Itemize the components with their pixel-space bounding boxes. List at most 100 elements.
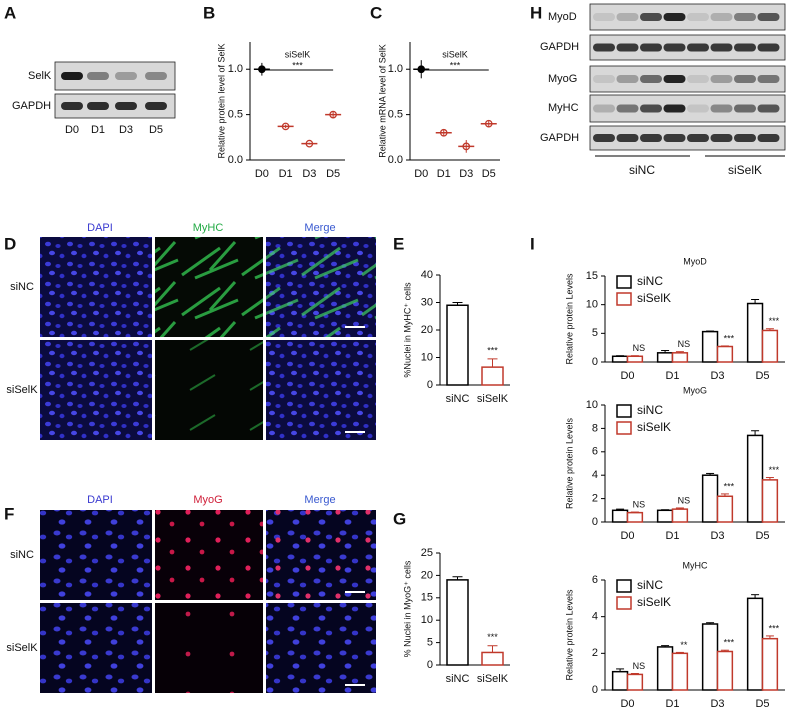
y-tick-label: 6: [592, 446, 598, 458]
x-tick-label: D3: [710, 530, 724, 542]
legend-label: siSelK: [637, 291, 671, 305]
y-axis-label: Relative mRNA level of SelK: [377, 44, 387, 158]
dot: [258, 65, 266, 74]
y-tick-label: 0: [592, 516, 598, 528]
column-label: MyHC: [193, 222, 224, 234]
image: [155, 237, 263, 337]
legend-swatch: [616, 404, 632, 418]
band: [687, 13, 709, 21]
chart-title: MyoG: [683, 385, 707, 395]
annotation: siSelK: [285, 49, 311, 59]
bar: [701, 474, 719, 523]
x-tick-label: D1: [665, 370, 679, 382]
chart-title: MyHC: [683, 560, 708, 570]
image: [266, 237, 376, 337]
bar: [626, 511, 644, 523]
band: [115, 102, 137, 110]
y-tick-label: 5: [427, 637, 433, 649]
bar: [761, 479, 779, 523]
y-axis-label: Relative protein Levels: [564, 273, 574, 365]
legend-swatch: [616, 596, 632, 610]
band: [734, 75, 756, 83]
x-tick-label: D3: [459, 168, 473, 180]
y-axis-label: Relative protein Levels: [564, 417, 574, 509]
legend-swatch: [616, 292, 632, 306]
x-tick-label: D5: [755, 370, 769, 382]
bar: [701, 623, 719, 691]
bar: [446, 304, 469, 386]
band: [616, 43, 639, 52]
y-tick-label: 20: [421, 324, 433, 336]
image: [155, 340, 263, 440]
blot-label: MyHC: [548, 102, 579, 114]
image: [40, 603, 152, 693]
x-tick-label: D3: [710, 370, 724, 382]
y-tick-label: 2: [592, 493, 598, 505]
significance: ***: [724, 638, 735, 648]
bar: [746, 597, 764, 691]
y-tick-label: 10: [421, 614, 433, 626]
band: [593, 43, 615, 52]
y-tick-label: 1.0: [228, 63, 243, 75]
image: [155, 510, 263, 600]
band: [734, 43, 756, 52]
significance: ***: [487, 345, 498, 355]
bar: [626, 673, 644, 691]
blot-label: MyoD: [548, 11, 577, 23]
x-tick-label: D0: [620, 370, 634, 382]
x-tick-label: D1: [665, 698, 679, 708]
y-tick-label: 40: [421, 269, 433, 281]
dot: [484, 119, 493, 128]
column-label: Merge: [304, 222, 335, 234]
x-tick-label: D5: [755, 530, 769, 542]
band: [61, 72, 83, 80]
band: [663, 75, 686, 83]
band: [593, 75, 615, 83]
y-tick-label: 2: [592, 647, 598, 659]
band: [593, 13, 615, 21]
significance: ***: [769, 623, 780, 633]
dot: [462, 142, 471, 151]
bar: [611, 355, 629, 363]
legend-label: siSelK: [637, 420, 671, 434]
significance: ***: [724, 481, 735, 491]
y-tick-label: 20: [421, 569, 433, 581]
bar: [656, 646, 674, 691]
group-label: siSelK: [728, 163, 762, 177]
bar: [761, 329, 779, 363]
x-tick-label: D5: [326, 168, 340, 180]
band: [616, 13, 639, 21]
dot: [329, 110, 337, 119]
band: [616, 75, 639, 83]
band: [87, 72, 109, 80]
x-tick-label: siNC: [446, 673, 470, 685]
band: [663, 13, 686, 21]
band: [593, 134, 615, 142]
x-tick-label: D5: [755, 698, 769, 708]
x-tick-label: D3: [302, 168, 316, 180]
y-tick-label: 8: [592, 422, 598, 434]
row-label: siNC: [10, 549, 34, 561]
x-tick-label: D3: [710, 698, 724, 708]
y-tick-label: 10: [586, 299, 598, 311]
blot-label: GAPDH: [540, 41, 579, 53]
y-tick-label: 15: [421, 592, 433, 604]
image: [266, 340, 376, 440]
band: [145, 102, 167, 110]
annotation: siSelK: [442, 49, 468, 59]
y-tick-label: 4: [592, 611, 598, 623]
bar: [671, 508, 689, 523]
y-tick-label: 10: [421, 351, 433, 363]
y-tick-label: 0: [427, 379, 433, 391]
bar: [481, 651, 504, 666]
band: [640, 104, 662, 113]
blot-label: SelK: [28, 70, 52, 82]
panel-letter: B: [203, 3, 215, 22]
x-tick-label: D1: [437, 168, 451, 180]
bar: [671, 652, 689, 691]
y-tick-label: 0: [427, 659, 433, 671]
legend-label: siNC: [637, 578, 663, 592]
x-tick-label: D1: [665, 530, 679, 542]
group-label: siNC: [629, 163, 655, 177]
